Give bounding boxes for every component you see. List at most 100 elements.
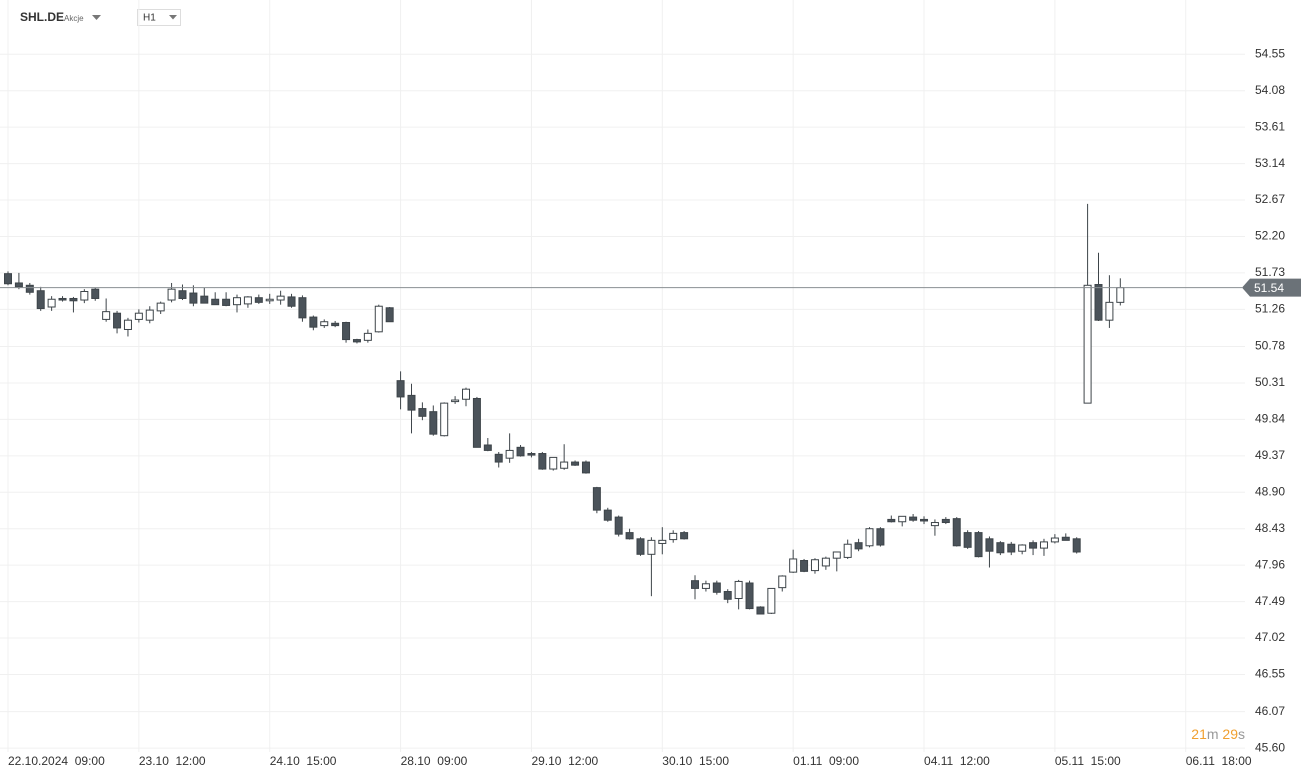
candles — [4, 203, 1125, 615]
y-tick-label: 48.43 — [1255, 521, 1285, 535]
candle-body — [1072, 538, 1081, 553]
candle-body — [996, 542, 1005, 554]
candle-body — [287, 296, 296, 307]
last-price-label: 51.54 — [1254, 281, 1284, 295]
candle-timer: 21m 29s — [1191, 726, 1245, 742]
candle-body — [538, 453, 547, 470]
y-tick-label: 54.08 — [1255, 83, 1285, 97]
candle-body — [734, 580, 743, 599]
candle-body — [843, 543, 852, 558]
grid — [0, 0, 1245, 752]
candle-body — [723, 591, 732, 600]
candle-body — [614, 516, 623, 535]
instrument-type: Akcje — [64, 14, 84, 23]
y-tick-label: 52.20 — [1255, 229, 1285, 243]
candle-body — [233, 297, 242, 306]
interval[interactable]: H1 — [143, 13, 156, 24]
candle-body — [352, 339, 361, 343]
x-tick-label: 22.10.2024 09:00 — [8, 754, 105, 768]
candle-body — [516, 446, 525, 457]
candle-body — [363, 332, 372, 341]
x-tick-label: 30.10 15:00 — [662, 754, 729, 768]
y-tick-label: 50.31 — [1255, 375, 1285, 389]
candle-body — [396, 380, 405, 398]
candle-body — [560, 461, 569, 469]
candle-body — [331, 322, 340, 327]
candle-body — [549, 456, 558, 470]
candle-body — [309, 316, 318, 328]
y-tick-label: 47.96 — [1255, 557, 1285, 571]
candle-body — [156, 302, 165, 312]
candle-body — [36, 290, 45, 310]
candle-body — [189, 292, 198, 304]
last-price-tag — [1242, 278, 1301, 297]
timer-minutes-unit: m — [1207, 726, 1219, 742]
candle-body — [745, 582, 754, 610]
candle-body — [603, 509, 612, 521]
y-tick-label: 51.26 — [1255, 301, 1285, 315]
candle-body — [887, 518, 896, 523]
candle-body — [789, 558, 798, 573]
y-tick-label: 47.49 — [1255, 594, 1285, 608]
candle-body — [712, 582, 721, 593]
candle-body — [320, 321, 329, 327]
interval-dropdown[interactable] — [169, 15, 177, 20]
candle-body — [167, 288, 176, 301]
candle-body — [47, 298, 56, 308]
candle-body — [1061, 536, 1070, 541]
candle-body — [920, 518, 929, 522]
x-tick-label: 01.11 09:00 — [793, 754, 859, 768]
candle-body — [810, 559, 819, 572]
interval-box[interactable] — [137, 9, 181, 26]
x-tick-label: 24.10 15:00 — [270, 754, 337, 768]
y-tick-label: 50.78 — [1255, 339, 1285, 353]
x-tick-label: 05.11 15:00 — [1055, 754, 1121, 768]
symbol[interactable]: SHL.DE — [20, 10, 64, 24]
candle-body — [58, 297, 67, 301]
candle-body — [69, 297, 78, 302]
candle-body — [418, 408, 427, 417]
timer-minutes: 21 — [1191, 726, 1207, 742]
candle-body — [178, 290, 187, 299]
candle-body — [778, 575, 787, 589]
candle-body — [1018, 544, 1027, 552]
candle-body — [941, 518, 950, 524]
candle-body — [385, 307, 394, 323]
candle-body — [276, 295, 285, 301]
candle-body — [952, 518, 961, 547]
candle-body — [669, 532, 678, 541]
timer-seconds-unit: s — [1238, 726, 1245, 742]
candle-body — [374, 305, 383, 333]
candle-body — [963, 532, 972, 548]
y-tick-label: 47.02 — [1255, 630, 1285, 644]
candle-body — [592, 487, 601, 511]
candle-body — [1105, 301, 1114, 321]
candle-body — [494, 453, 503, 463]
candle-body — [14, 282, 23, 288]
candle-body — [145, 309, 154, 321]
candle-body — [200, 295, 209, 304]
candle-body — [854, 542, 863, 550]
symbol-dropdown[interactable] — [92, 15, 101, 20]
candle-body — [974, 532, 983, 558]
candle-body — [876, 528, 885, 546]
candle-body — [429, 411, 438, 435]
candle-body — [505, 449, 514, 459]
candle-body — [472, 397, 481, 448]
y-tick-label: 45.60 — [1255, 740, 1285, 754]
candle-body — [865, 528, 874, 547]
candle-body — [451, 399, 460, 403]
candle-body — [211, 298, 220, 306]
candle-body — [756, 606, 765, 615]
y-tick-label: 46.07 — [1255, 704, 1285, 718]
candle-body — [701, 583, 710, 589]
candle-body — [342, 322, 351, 341]
candle-body — [581, 461, 590, 474]
candle-body — [134, 312, 143, 320]
candle-body — [985, 538, 994, 552]
candle-body — [113, 312, 122, 329]
y-tick-label: 53.61 — [1255, 119, 1285, 133]
candle-body — [1094, 284, 1103, 321]
